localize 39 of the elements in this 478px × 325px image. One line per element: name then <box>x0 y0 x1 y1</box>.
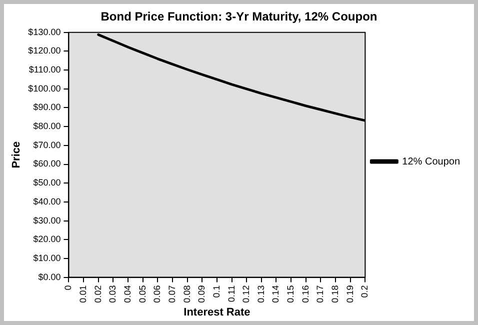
y-tick-label: $70.00 <box>33 140 61 150</box>
y-tick-label: $80.00 <box>33 121 61 132</box>
x-axis-title: Interest Rate <box>184 306 250 318</box>
y-tick-label: $50.00 <box>33 178 61 188</box>
y-tick-label: $0.00 <box>38 272 61 282</box>
x-tick-label: 0.1 <box>211 285 222 298</box>
x-tick-label: 0.14 <box>270 285 281 303</box>
x-tick-label: 0.16 <box>300 285 310 303</box>
x-tick-label: 0.05 <box>137 285 148 303</box>
x-tick-label: 0.04 <box>122 285 133 303</box>
y-tick-label: $90.00 <box>33 102 61 112</box>
x-tick-label: 0.11 <box>226 285 236 302</box>
x-tick-label: 0.07 <box>166 285 177 303</box>
x-tick-label: 0.15 <box>286 285 296 303</box>
x-tick-label: 0.03 <box>108 285 118 303</box>
x-tick-label: 0.18 <box>330 285 340 303</box>
y-tick-label: $110.00 <box>28 64 61 75</box>
y-axis-title: Price <box>10 141 23 168</box>
y-tick-label: $30.00 <box>33 215 61 226</box>
y-tick-label: $100.00 <box>28 83 61 94</box>
y-tick-label: $60.00 <box>33 158 61 169</box>
x-tick-label: 0.08 <box>182 285 192 303</box>
x-tick-label: 0 <box>63 285 74 290</box>
x-tick-label: 0.06 <box>152 285 162 303</box>
x-tick-label: 0.01 <box>78 285 88 303</box>
x-tick-label: 0.17 <box>315 285 326 303</box>
y-tick-label: $20.00 <box>33 234 61 244</box>
chart-title: Bond Price Function: 3-Yr Maturity, 12% Coupon <box>100 10 378 24</box>
x-tick-label: 0.19 <box>344 285 355 303</box>
x-tick-label: 0.2 <box>360 285 370 298</box>
legend-label: 12% Coupon <box>402 156 460 168</box>
y-tick-label: $130.00 <box>28 26 61 37</box>
x-tick-label: 0.13 <box>256 285 266 303</box>
y-tick-label: $40.00 <box>33 196 61 206</box>
x-tick-label: 0.12 <box>241 285 252 303</box>
x-tick-label: 0.09 <box>196 285 207 303</box>
y-tick-label: $120.00 <box>28 46 61 56</box>
x-tick-label: 0.02 <box>92 285 103 303</box>
y-tick-label: $10.00 <box>33 252 61 263</box>
